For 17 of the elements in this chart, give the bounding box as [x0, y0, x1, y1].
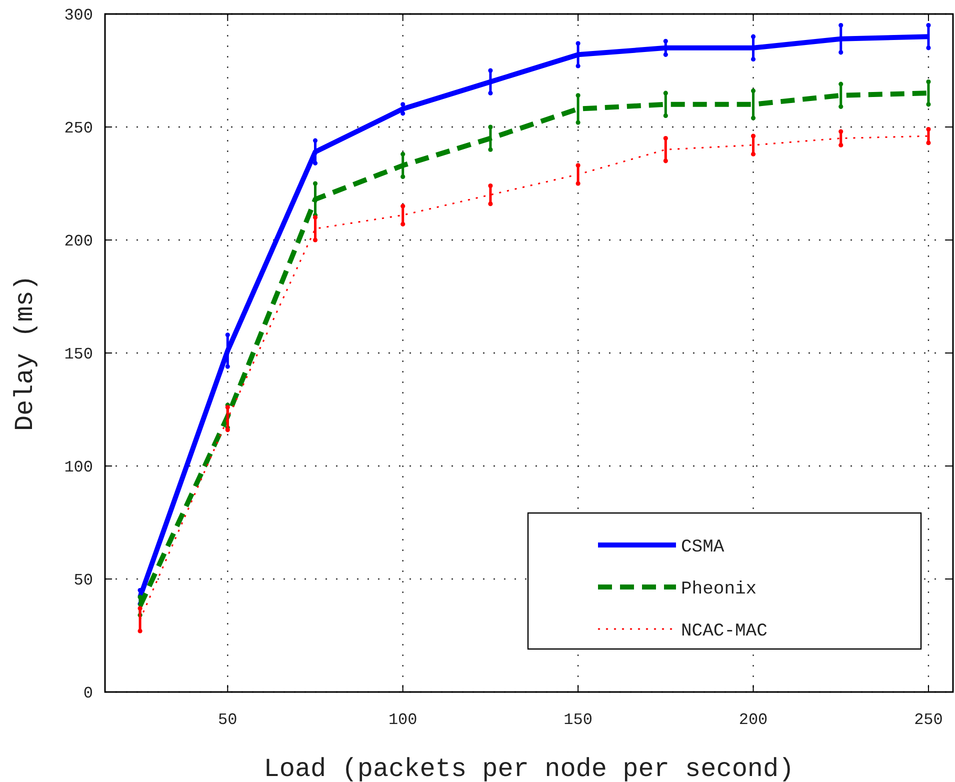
legend-label: NCAC-MAC	[681, 621, 768, 642]
legend-label: CSMA	[681, 537, 724, 558]
y-tick-label: 0	[83, 684, 93, 703]
x-tick-label: 250	[914, 711, 943, 729]
x-tick-label: 150	[564, 711, 592, 729]
y-axis-title: Delay (ms)	[10, 274, 40, 432]
legend-label: Pheonix	[681, 579, 757, 600]
x-axis-title: Load (packets per node per second)	[264, 754, 794, 782]
y-tick-label: 200	[64, 232, 93, 251]
x-tick-label: 50	[218, 711, 238, 729]
y-tick-label: 250	[64, 120, 93, 138]
y-tick-label: 150	[64, 346, 93, 364]
y-tick-label: 300	[64, 6, 93, 25]
y-tick-label: 50	[74, 572, 93, 590]
x-tick-label: 100	[388, 711, 418, 729]
y-tick-label: 100	[64, 458, 93, 477]
x-tick-label: 200	[738, 711, 768, 729]
